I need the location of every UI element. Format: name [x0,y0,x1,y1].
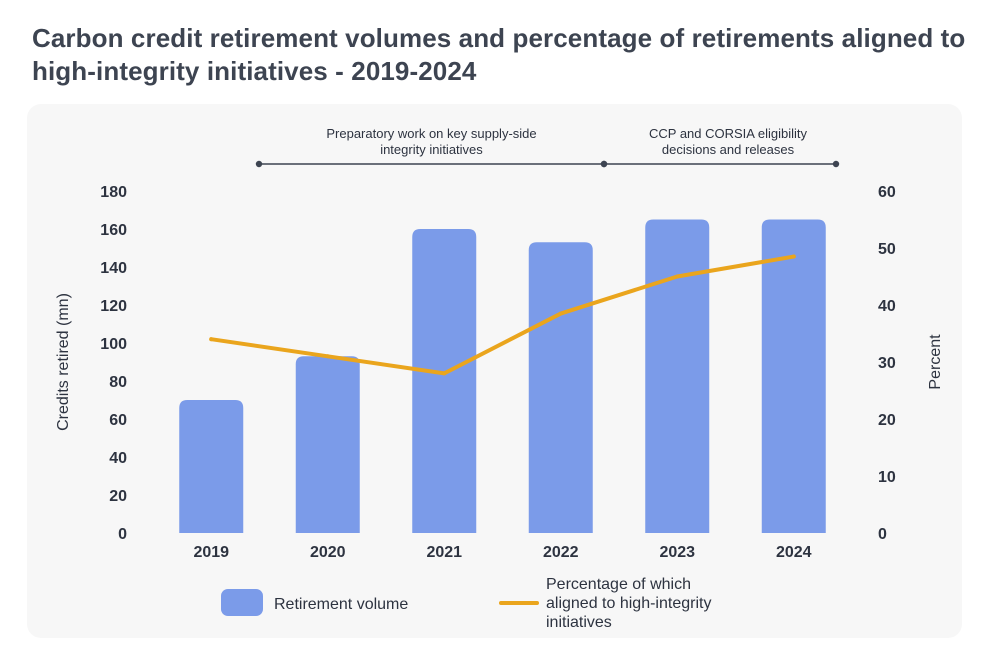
percentage-line [209,254,796,376]
left-axis-ticks: 0 20 40 60 80 100 120 140 160 180 [100,184,127,543]
x-tick-label: 2022 [543,544,579,561]
y2-tick-label: 20 [878,412,896,429]
line-point-2019 [209,337,214,342]
x-axis-ticks: 2019 2020 2021 2022 2023 2024 [193,544,811,561]
y2-axis-title: Percent [927,334,944,390]
y-tick-label: 60 [109,412,127,429]
legend-bar-swatch [221,589,263,616]
chart-title: Carbon credit retirement volumes and per… [32,23,966,86]
y2-tick-label: 60 [878,184,896,201]
y2-tick-label: 10 [878,469,896,486]
x-tick-label: 2024 [776,544,812,561]
line-point-2023 [675,274,680,279]
y-tick-label: 80 [109,374,127,391]
y-tick-label: 120 [100,298,127,315]
x-tick-label: 2023 [659,544,695,561]
y-tick-label: 40 [109,450,127,467]
line-point-2021 [442,371,447,376]
y-axis-title: Credits retired (mn) [55,293,72,431]
legend-line-label: aligned to high-integrity [546,595,711,612]
y2-tick-label: 0 [878,526,887,543]
y-tick-label: 160 [100,222,127,239]
y-tick-label: 20 [109,488,127,505]
line-group [209,254,796,376]
y-tick-label: 180 [100,184,127,201]
legend-line-label: initiatives [546,614,612,631]
legend-bar-label: Retirement volume [274,596,408,613]
y2-tick-label: 30 [878,355,896,372]
annotation-endpoint [832,160,840,168]
annotation-endpoint [255,160,263,168]
bar-2023 [645,219,710,533]
y-tick-label: 140 [100,260,127,277]
y2-tick-label: 40 [878,298,896,315]
annotations-group: Preparatory work on key supply-sideinteg… [255,126,840,168]
y-tick-label: 0 [118,526,127,543]
x-tick-label: 2019 [193,544,229,561]
x-tick-label: 2020 [310,544,346,561]
y-tick-label: 100 [100,336,127,353]
y2-tick-label: 50 [878,241,896,258]
annotation-endpoint [600,160,608,168]
line-point-2022 [558,311,563,316]
line-point-2024 [791,254,796,259]
annotation-text: CCP and CORSIA eligibility [649,126,807,141]
bar-2021 [412,229,477,533]
bars-group [179,219,826,534]
bar-2019 [179,400,244,533]
legend-line-label: Percentage of which [546,576,691,593]
annotation-text: integrity initiatives [380,142,483,157]
annotation-text: decisions and releases [662,142,795,157]
x-tick-label: 2021 [426,544,462,561]
annotation-text: Preparatory work on key supply-side [326,126,536,141]
bar-2020 [295,356,360,533]
right-axis-ticks: 0 10 20 30 40 50 60 [878,184,896,543]
bar-2024 [761,219,826,533]
bar-2022 [528,242,593,534]
line-point-2020 [325,354,330,359]
legend-group: Retirement volume Percentage of which alig… [221,576,711,631]
